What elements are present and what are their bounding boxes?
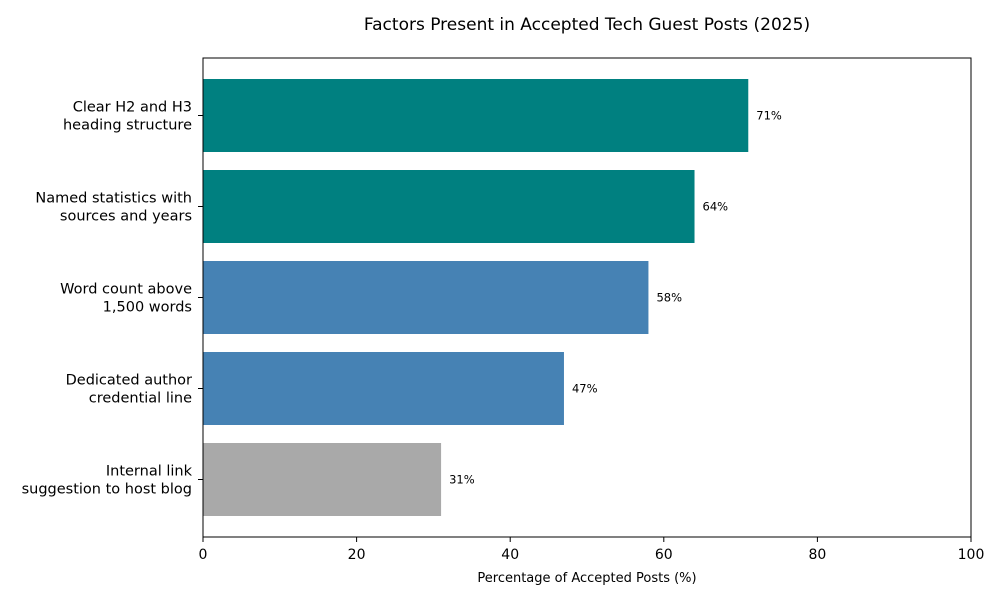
value-labels-layer: 71% 64% 58% 47% 31% [449, 109, 782, 487]
plot-frame [202, 57, 972, 538]
bar-value-label: 47% [572, 382, 598, 396]
y-tick-label: Word count above 1,500 words [60, 282, 192, 316]
y-tick-label: Clear H2 and H3 heading structure [63, 100, 192, 134]
x-tick-label: 100 [958, 547, 985, 563]
bar-value-label: 71% [756, 109, 782, 123]
y-tick-label: Internal link suggestion to host blog [22, 464, 193, 498]
x-tick-label: 60 [655, 547, 673, 563]
bar [203, 170, 695, 243]
bar-value-label: 64% [703, 200, 729, 214]
x-axis: 0 20 40 60 80 100 [199, 537, 985, 563]
bar-value-label: 58% [656, 291, 682, 305]
x-tick-label: 40 [501, 547, 519, 563]
bars-layer [203, 79, 749, 516]
bar [203, 261, 649, 334]
bar-value-label: 31% [449, 473, 475, 487]
x-tick-label: 80 [808, 547, 826, 563]
x-tick-label: 20 [348, 547, 366, 563]
y-tick-label: Named statistics with sources and years [35, 191, 192, 225]
y-tick-label: Dedicated author credential line [66, 373, 192, 407]
bar [203, 443, 442, 516]
x-tick-label: 0 [199, 547, 208, 563]
bar [203, 352, 564, 425]
y-axis: Clear H2 and H3 heading structure Named st… [22, 100, 203, 498]
x-axis-label: Percentage of Accepted Posts (%) [477, 571, 696, 586]
bar [203, 79, 749, 152]
chart-title: Factors Present in Accepted Tech Guest P… [364, 15, 810, 35]
